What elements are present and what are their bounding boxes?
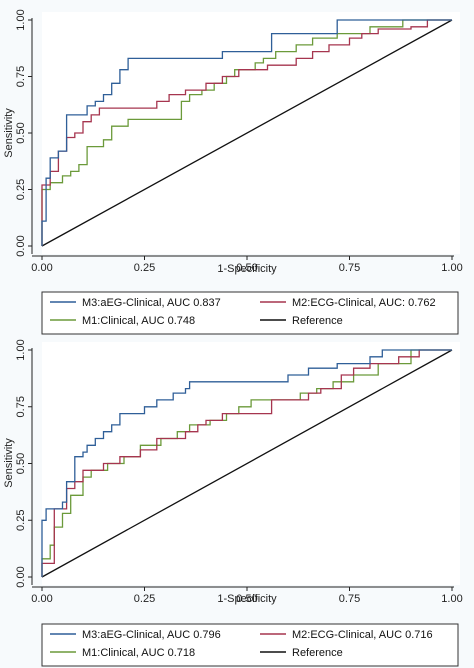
y-tick-label: 0.75 [15,396,27,417]
legend-entry: Reference [292,315,343,327]
x-axis-label: 1-Specificity [217,263,277,275]
series-line-1 [41,349,452,577]
plot-area [42,12,460,254]
y-tick-label: 0.50 [15,122,27,143]
legend-entry: Reference [292,647,343,659]
x-tick-label: 0.50 [236,593,257,605]
series-line-2 [41,19,452,246]
x-tick-label: 1.00 [441,593,462,605]
y-axis-label: Sensitivity [3,108,15,158]
x-tick-label: 0.00 [31,262,52,274]
legend-box [41,623,459,667]
legend-entry: M2:ECG-Clinical, AUC: 0.762 [292,297,436,309]
x-tick-label: 1.00 [441,262,462,274]
series-line-4 [41,349,453,578]
chart-panel-2: 0.00 0.25 0.50 0.75 1.00 0.00 0.25 0.50 0.75 1.00… [3,339,463,667]
x-axis-label: 1-Specificity [217,593,277,605]
y-axis-label: Sensitivity [3,438,15,488]
y-tick-label: 1.00 [15,9,27,30]
legend-entry: M1:Clinical, AUC 0.748 [82,315,195,327]
legend-entry: M2:ECG-Clinical, AUC 0.716 [292,629,433,641]
series-line-1 [41,19,452,246]
x-tick-label: 0.25 [134,593,155,605]
x-tick-label: 0.25 [134,262,155,274]
chart-panel-1: 0.00 0.25 0.50 0.75 1.00 0.00 0.25 0.50 0.75 1.00… [3,9,463,335]
y-tick-label: 0.25 [15,510,27,531]
y-tick-label: 0.00 [15,566,27,587]
x-tick-label: 0.00 [31,593,52,605]
y-tick-label: 0.75 [15,66,27,87]
y-tick-label: 0.00 [15,235,27,256]
y-tick-label: 1.00 [15,339,27,360]
y-tick-label: 0.25 [15,179,27,200]
series-line-3 [41,349,452,577]
series-line-4 [41,19,453,247]
x-tick-label: 0.75 [339,593,360,605]
x-tick-label: 0.75 [339,262,360,274]
legend-entry: M1:Clinical, AUC 0.718 [82,647,195,659]
legend-entry: M3:aEG-Clinical, AUC 0.837 [82,297,221,309]
legend-entry: M3:aEG-Clinical, AUC 0.796 [82,629,221,641]
y-tick-label: 0.50 [15,453,27,474]
x-tick-label: 0.50 [236,262,257,274]
legend-box [41,291,459,335]
